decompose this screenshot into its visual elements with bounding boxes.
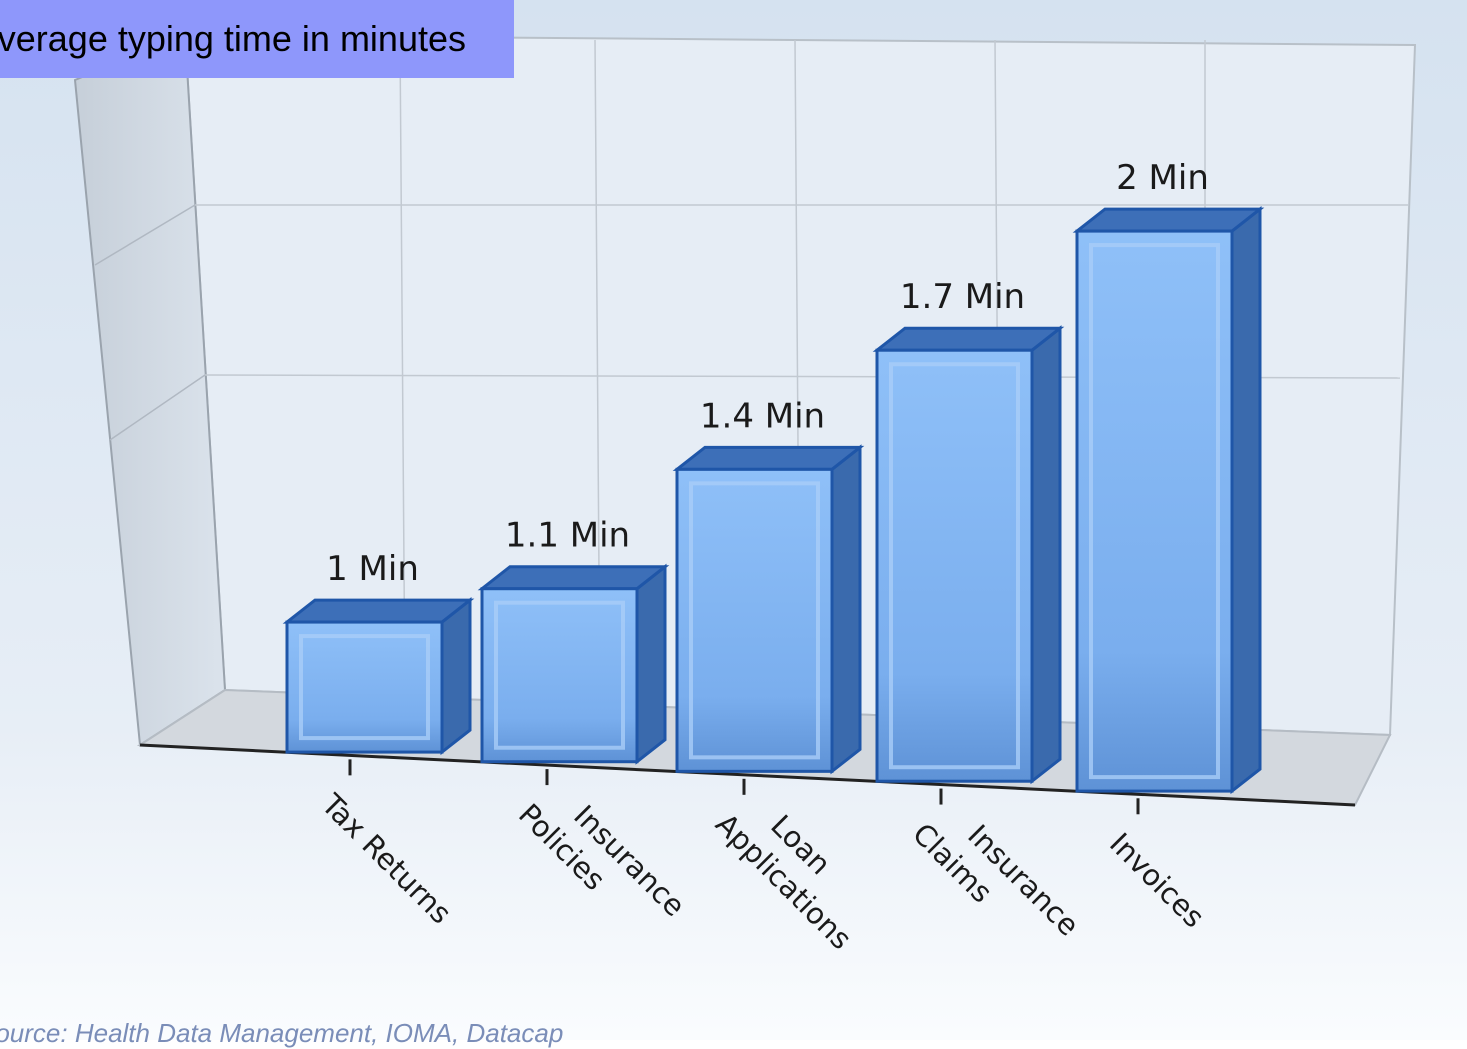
bar <box>872 325 1065 785</box>
bar-top <box>477 565 670 591</box>
bar-side <box>635 563 667 765</box>
gridline-vertical <box>399 39 406 701</box>
bar-value-label: 1.4 Min <box>700 396 825 436</box>
bar-side <box>830 444 862 775</box>
bar-top <box>872 326 1065 352</box>
x-axis-ticks <box>348 759 1140 815</box>
bar-top <box>672 445 865 471</box>
bar-value-label: 2 Min <box>1116 158 1209 198</box>
source-note: Source: Health Data Management, IOMA, Da… <box>0 1018 564 1048</box>
bar-highlight <box>889 362 1020 770</box>
bar-side <box>1230 206 1262 795</box>
bar-top <box>1072 207 1265 233</box>
value-labels: 1 Min 1.1 Min 1.4 Min 1.7 Min 2 Min <box>326 158 1209 589</box>
bar-highlight <box>494 600 625 750</box>
bar <box>672 444 865 775</box>
gridline-horizontal <box>109 374 206 441</box>
bar-value-label: 1.1 Min <box>505 516 630 556</box>
bar <box>282 597 475 756</box>
bar-front <box>675 467 834 773</box>
bar-value-label: 1.7 Min <box>900 277 1025 317</box>
bar-side <box>1030 325 1062 785</box>
bar <box>477 563 670 765</box>
gridline-horizontal <box>94 204 196 266</box>
bar-highlight <box>689 481 820 760</box>
bar-front <box>285 620 444 754</box>
bar-front <box>480 587 639 764</box>
bars <box>282 206 1265 795</box>
bar-front <box>875 348 1034 783</box>
bar-front <box>1075 229 1234 793</box>
bar-highlight <box>299 634 430 741</box>
bar-top <box>282 598 475 624</box>
bar <box>1072 206 1265 795</box>
chart-title: Average typing time in minutes <box>0 0 514 78</box>
x-axis-line <box>139 743 1356 807</box>
bar-side <box>440 597 472 756</box>
bar-value-label: 1 Min <box>326 549 419 589</box>
bar-highlight <box>1089 243 1220 780</box>
